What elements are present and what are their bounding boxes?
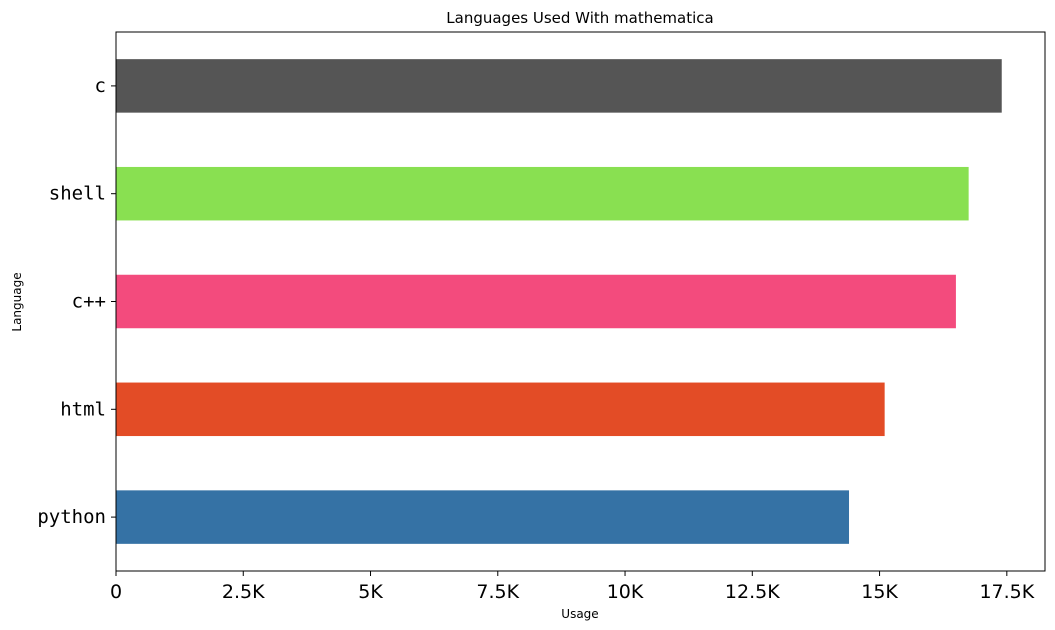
x-axis-ticks: 0 2.5K 5K 7.5K 10K 12.5K 15K 17.5K: [110, 571, 1035, 603]
bar-c: [116, 59, 1002, 113]
plot-frame: [115, 31, 1046, 572]
y-tick-label: python: [37, 506, 106, 528]
bar-python: [116, 490, 850, 544]
x-tick-label: 7.5K: [476, 581, 519, 603]
x-tick-label: 10K: [607, 581, 644, 603]
x-tick-label: 2.5K: [222, 581, 265, 603]
y-axis-label: Language: [10, 272, 24, 331]
y-tick-label: c++: [72, 291, 106, 313]
y-tick-label: shell: [49, 183, 106, 205]
y-tick-label: c: [95, 75, 106, 97]
bars-group: [116, 59, 1002, 544]
bar-c-: [116, 274, 956, 329]
x-tick-label: 12.5K: [725, 581, 780, 603]
bar-shell: [116, 166, 969, 221]
x-tick-label: 5K: [358, 581, 383, 603]
x-tick-label: 0: [110, 581, 122, 603]
y-tick-label: html: [60, 398, 106, 420]
chart-title: Languages Used With mathematica: [446, 9, 713, 27]
x-tick-label: 17.5K: [979, 581, 1034, 603]
y-axis-ticks: python html c++ shell c: [37, 75, 116, 528]
bar-html: [116, 382, 885, 437]
x-tick-label: 15K: [861, 581, 898, 603]
x-axis-label: Usage: [561, 607, 598, 621]
